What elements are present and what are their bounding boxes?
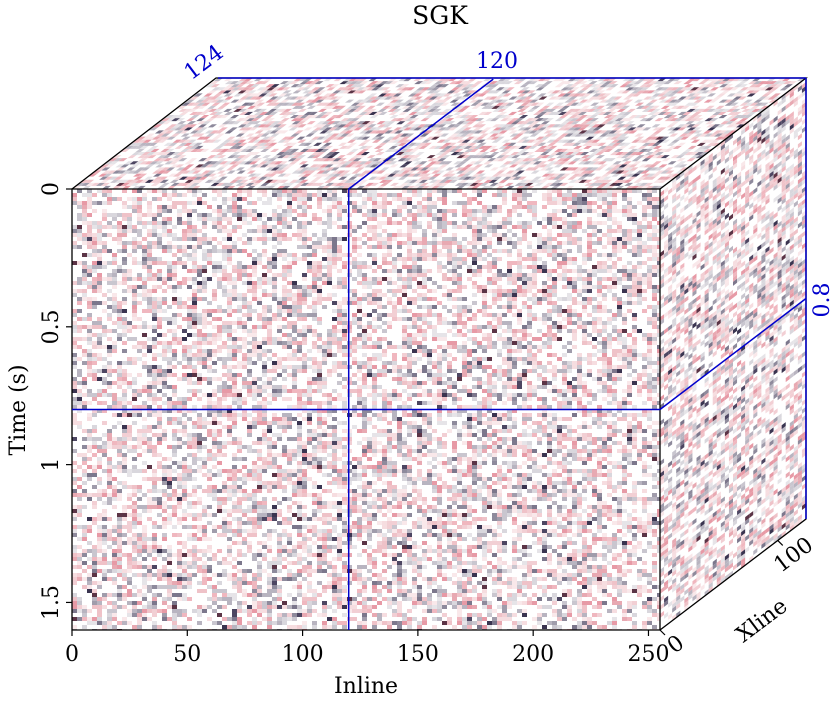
time-tick-label: 1.5 [39,585,64,620]
time-tick-label: 0.5 [39,309,64,344]
inline-tick-labels: 0 50 100 150 200 250 [65,642,669,667]
inline-tick-label: 150 [397,642,439,667]
time-axis-label: Time (s) [6,364,31,455]
inline-tick-label: 250 [627,642,669,667]
front-face-texture [72,189,662,633]
inline-slice-label: 120 [476,49,518,74]
inline-axis-label: Inline [334,674,398,697]
inline-tick-label: 100 [282,642,324,667]
xline-tick-mark [660,630,665,635]
time-tick-label: 1 [39,458,64,472]
inline-tick-label: 200 [512,642,554,667]
xline-tick-mark [778,540,783,545]
top-face-texture [72,78,806,189]
time-slice-label: 0.8 [810,283,831,318]
time-tick-label: 0 [39,182,64,196]
inline-tick-label: 50 [173,642,201,667]
xline-axis-label: Xline [732,594,793,648]
figure-title: SGK [412,1,469,30]
inline-tick-label: 0 [65,642,79,667]
time-tick-labels: 0 0.5 1 1.5 [39,182,64,620]
